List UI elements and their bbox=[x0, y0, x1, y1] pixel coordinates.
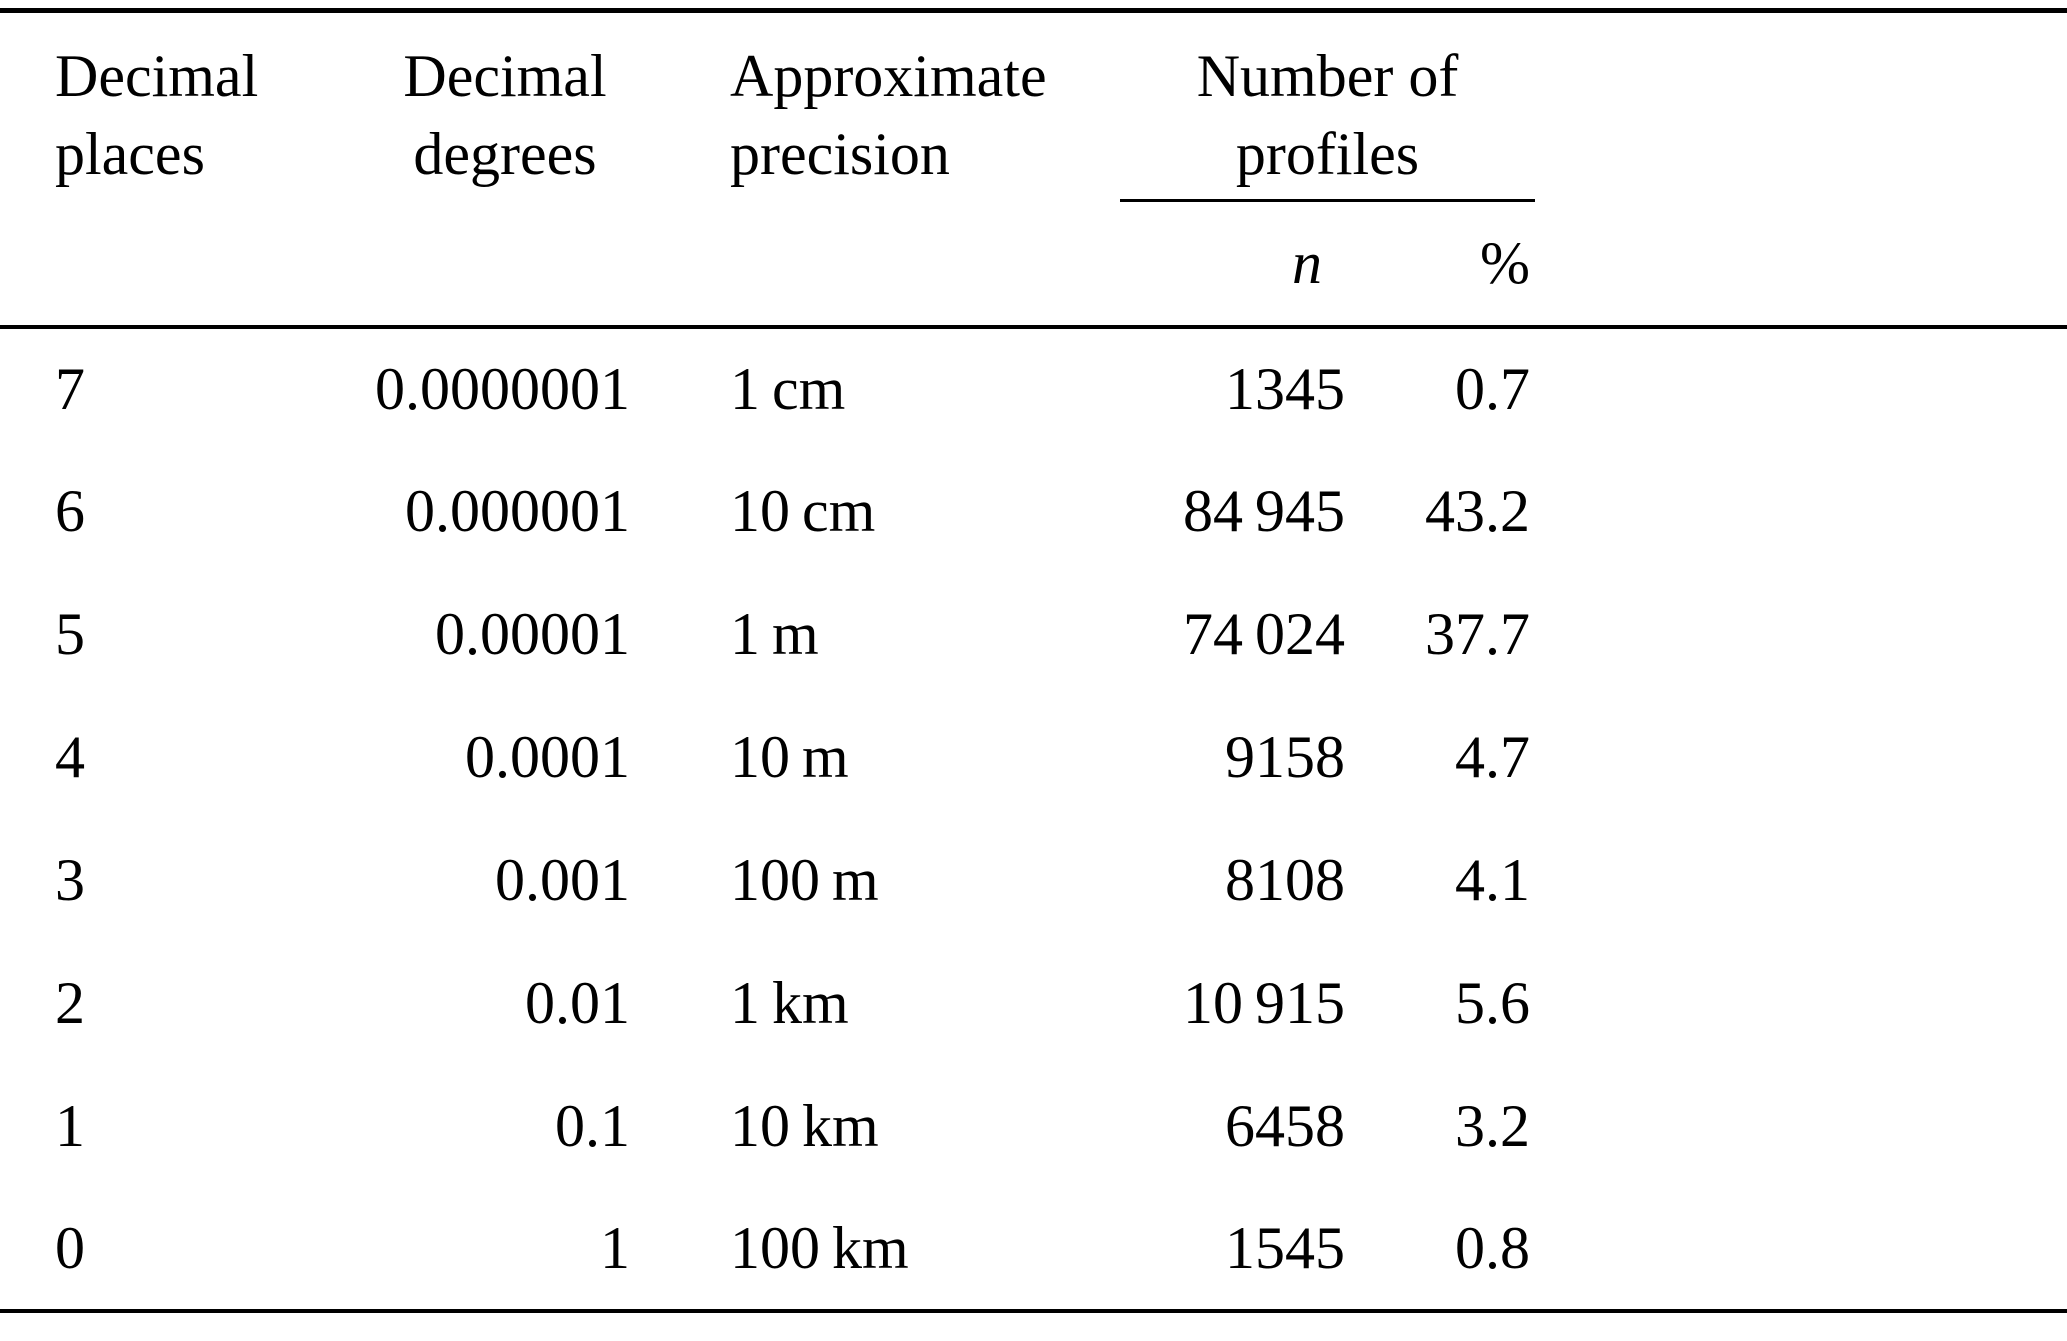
cell-precision: 10 m bbox=[730, 723, 849, 790]
cell-decimal-places: 1 bbox=[55, 1092, 85, 1159]
cell-decimal-degrees: 0.001 bbox=[495, 846, 630, 913]
cell-percent: 5.6 bbox=[1455, 969, 1530, 1036]
cell-precision: 100 km bbox=[730, 1214, 909, 1281]
cell-n: 84 945 bbox=[1182, 477, 1345, 544]
cell-n: 1345 bbox=[1225, 355, 1345, 422]
table-row: 0 1 100 km 1545 0.8 bbox=[0, 1188, 2067, 1311]
header-row-main: Decimal places Decimal degrees Approxima… bbox=[0, 10, 2067, 329]
cell-precision: 1 cm bbox=[730, 355, 846, 422]
table-row: 1 0.1 10 km 6458 3.2 bbox=[0, 1065, 2067, 1188]
table-row: 6 0.000001 10 cm 84 945 43.2 bbox=[0, 450, 2067, 573]
cell-percent: 3.2 bbox=[1455, 1092, 1530, 1159]
spacer-cell bbox=[1535, 573, 2067, 696]
table-body: 7 0.0000001 1 cm 1345 0.7 6 0.000001 10 … bbox=[0, 327, 2067, 1311]
cell-precision: 10 cm bbox=[730, 477, 876, 544]
cell-decimal-places: 3 bbox=[55, 846, 85, 913]
table-row: 2 0.01 1 km 10 915 5.6 bbox=[0, 942, 2067, 1065]
precision-table: Decimal places Decimal degrees Approxima… bbox=[0, 8, 2067, 1313]
cell-decimal-degrees: 0.1 bbox=[555, 1092, 630, 1159]
spacer-cell bbox=[1535, 450, 2067, 573]
col-header-number-of-profiles: Number of profiles bbox=[1120, 10, 1535, 202]
cell-n: 10 915 bbox=[1182, 969, 1345, 1036]
cell-decimal-places: 0 bbox=[55, 1214, 85, 1281]
cell-decimal-places: 5 bbox=[55, 600, 85, 667]
cell-percent: 4.1 bbox=[1455, 846, 1530, 913]
col-subheader-percent: % bbox=[1350, 200, 1535, 329]
col-header-approximate-precision: Approximate precision bbox=[650, 10, 1120, 329]
cell-decimal-degrees: 0.00001 bbox=[435, 600, 630, 667]
cell-decimal-degrees: 0.000001 bbox=[405, 477, 630, 544]
cell-n: 74 024 bbox=[1182, 600, 1345, 667]
cell-decimal-places: 2 bbox=[55, 969, 85, 1036]
cell-precision: 10 km bbox=[730, 1092, 879, 1159]
cell-decimal-places: 4 bbox=[55, 723, 85, 790]
cell-percent: 37.7 bbox=[1425, 600, 1530, 667]
cell-percent: 0.7 bbox=[1455, 355, 1530, 422]
cell-precision: 1 m bbox=[730, 600, 819, 667]
table-row: 3 0.001 100 m 8108 4.1 bbox=[0, 819, 2067, 942]
spacer-cell bbox=[1535, 10, 2067, 329]
cell-n: 6458 bbox=[1225, 1092, 1345, 1159]
table-row: 4 0.0001 10 m 9158 4.7 bbox=[0, 696, 2067, 819]
cell-decimal-degrees: 0.0001 bbox=[465, 723, 630, 790]
table-row: 5 0.00001 1 m 74 024 37.7 bbox=[0, 573, 2067, 696]
cell-precision: 100 m bbox=[730, 846, 879, 913]
col-subheader-n: n bbox=[1120, 200, 1350, 329]
cell-decimal-degrees: 1 bbox=[600, 1214, 630, 1281]
table-row: 7 0.0000001 1 cm 1345 0.7 bbox=[0, 327, 2067, 450]
spacer-cell bbox=[1535, 696, 2067, 819]
cell-percent: 0.8 bbox=[1455, 1214, 1530, 1281]
cell-percent: 4.7 bbox=[1455, 723, 1530, 790]
cell-decimal-degrees: 0.01 bbox=[525, 969, 630, 1036]
cell-decimal-places: 7 bbox=[55, 355, 85, 422]
spacer-cell bbox=[1535, 819, 2067, 942]
cell-n: 8108 bbox=[1225, 846, 1345, 913]
cell-percent: 43.2 bbox=[1425, 477, 1530, 544]
spacer-cell bbox=[1535, 1065, 2067, 1188]
spacer-cell bbox=[1535, 942, 2067, 1065]
col-header-decimal-degrees: Decimal degrees bbox=[360, 10, 650, 329]
col-header-decimal-places: Decimal places bbox=[0, 10, 360, 329]
spacer-cell bbox=[1535, 1188, 2067, 1311]
cell-n: 9158 bbox=[1225, 723, 1345, 790]
cell-decimal-places: 6 bbox=[55, 477, 85, 544]
spacer-cell bbox=[1535, 327, 2067, 450]
cell-decimal-degrees: 0.0000001 bbox=[375, 355, 630, 422]
cell-n: 1545 bbox=[1225, 1214, 1345, 1281]
header-row-sub: n % bbox=[0, 200, 2067, 329]
table-header: Decimal places Decimal degrees Approxima… bbox=[0, 10, 2067, 329]
cell-precision: 1 km bbox=[730, 969, 849, 1036]
